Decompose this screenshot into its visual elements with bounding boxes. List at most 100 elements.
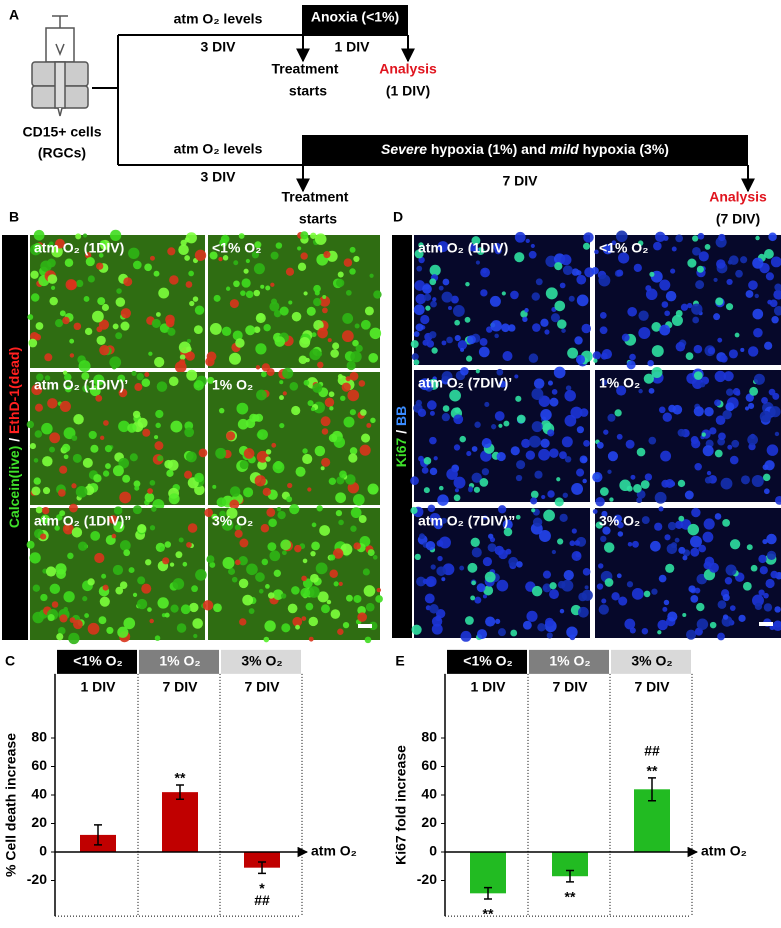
cell xyxy=(584,585,589,590)
cell xyxy=(735,269,743,278)
cell xyxy=(774,283,781,292)
treatment-label: starts xyxy=(289,83,327,99)
duration-label: 3 DIV xyxy=(200,169,236,185)
cell xyxy=(288,300,293,305)
cell xyxy=(27,314,34,320)
cell xyxy=(225,431,236,441)
cell xyxy=(265,456,271,462)
cell xyxy=(480,289,488,297)
cell xyxy=(226,507,238,519)
cell xyxy=(467,562,478,573)
cell xyxy=(300,231,309,240)
cell xyxy=(566,626,578,638)
cell xyxy=(73,619,83,630)
cell xyxy=(323,251,331,259)
cell xyxy=(638,310,649,321)
cell xyxy=(31,384,43,396)
cell xyxy=(99,345,110,356)
cell xyxy=(336,278,345,288)
cell xyxy=(697,232,705,240)
treatment-label: Treatment xyxy=(282,189,349,205)
box-label-part: mild xyxy=(550,141,579,157)
cell xyxy=(410,340,419,349)
cell xyxy=(476,583,486,593)
cell xyxy=(95,394,103,402)
cell xyxy=(355,344,363,353)
cell xyxy=(148,351,153,356)
cell xyxy=(466,355,473,362)
cell xyxy=(279,395,284,401)
cell xyxy=(696,265,704,273)
cell xyxy=(232,330,243,341)
cell xyxy=(640,480,650,489)
condition-box xyxy=(302,5,408,35)
cell xyxy=(313,319,324,331)
cell xyxy=(559,608,565,614)
cell xyxy=(716,259,726,269)
cell xyxy=(306,306,316,316)
stain-label-part: Calcein(live) xyxy=(6,446,22,528)
cell xyxy=(90,530,101,541)
cell xyxy=(690,595,699,603)
cell xyxy=(30,293,40,302)
cell xyxy=(441,413,450,422)
cell xyxy=(643,373,654,384)
cell xyxy=(419,378,432,391)
cell xyxy=(264,620,276,632)
cell xyxy=(418,242,424,248)
cell xyxy=(322,294,327,299)
cell xyxy=(266,507,276,517)
cell xyxy=(621,333,630,342)
cell xyxy=(488,533,494,539)
cell xyxy=(651,345,664,358)
column-header xyxy=(139,649,219,674)
box-label-part: hypoxia (3%) xyxy=(579,141,669,157)
cell xyxy=(291,586,300,595)
cell xyxy=(220,234,230,244)
cell xyxy=(175,551,183,559)
cell xyxy=(49,446,56,453)
cell xyxy=(691,439,701,449)
cell xyxy=(151,318,161,328)
cell xyxy=(413,331,420,337)
cell xyxy=(180,604,191,615)
cell xyxy=(704,407,714,417)
cell xyxy=(206,555,215,564)
cell xyxy=(662,606,668,612)
cell xyxy=(194,305,205,315)
cell xyxy=(338,519,344,526)
cell xyxy=(238,233,245,239)
cell xyxy=(659,279,671,291)
cell xyxy=(528,435,541,448)
cell xyxy=(677,428,686,437)
cell xyxy=(157,455,164,462)
box-label: Severe hypoxia (1%) and mild hypoxia (3%… xyxy=(381,141,669,157)
cell xyxy=(424,593,435,604)
cell xyxy=(123,549,131,557)
cell xyxy=(219,510,226,518)
cell xyxy=(663,599,670,606)
cell xyxy=(714,513,722,520)
cell xyxy=(525,238,530,244)
cell xyxy=(132,592,138,597)
cell xyxy=(189,300,195,307)
cell xyxy=(45,566,57,577)
cell xyxy=(582,478,587,484)
cell xyxy=(118,457,130,469)
cell xyxy=(186,346,192,352)
cell xyxy=(332,548,344,559)
cell xyxy=(99,240,106,247)
cell xyxy=(729,539,741,550)
cell xyxy=(415,293,426,305)
cell xyxy=(153,270,160,277)
cell xyxy=(473,247,479,253)
cell xyxy=(473,486,481,493)
cell xyxy=(59,400,71,412)
cell xyxy=(234,559,241,566)
cell xyxy=(317,361,324,369)
cell xyxy=(151,506,157,512)
cell xyxy=(550,313,560,323)
cell xyxy=(431,347,438,354)
cell xyxy=(47,614,55,622)
cell xyxy=(350,351,362,363)
